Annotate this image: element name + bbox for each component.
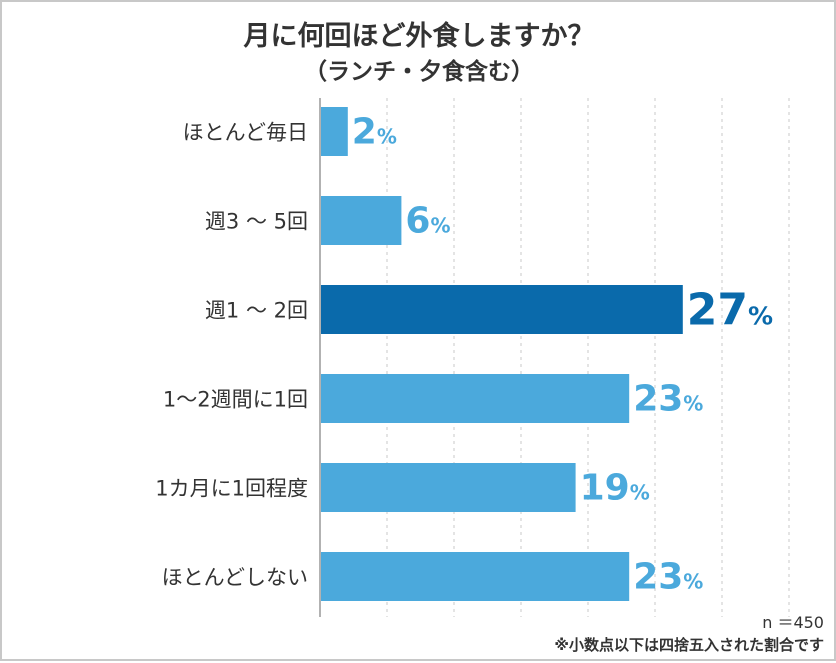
grid-lines	[386, 98, 790, 617]
bar	[321, 374, 630, 423]
chart-subtitle: （ランチ・夕食含む）	[304, 58, 534, 85]
value-labels: 2% 6% 27% 23% 19% 23%	[352, 112, 773, 598]
bars	[321, 107, 683, 601]
bar	[321, 552, 630, 601]
category-label: ほとんど毎日	[183, 121, 308, 145]
category-label: 1～2週間に1回	[163, 388, 308, 412]
category-label: ほとんどしない	[162, 566, 308, 590]
bar	[321, 107, 348, 156]
category-label: 週1 ～ 2回	[205, 299, 308, 323]
value-label: 6%	[405, 201, 450, 242]
category-label: 1カ月に1回程度	[155, 477, 308, 501]
bar	[321, 285, 683, 334]
rounding-note: ※小数点以下は四捨五入された割合です	[554, 636, 824, 654]
chart-title: 月に何回ほど外食しますか？	[243, 20, 595, 52]
value-label: 23%	[633, 557, 703, 598]
value-label: 23%	[633, 379, 703, 420]
bar	[321, 196, 402, 245]
value-label: 27%	[687, 285, 773, 336]
sample-size: n ＝450	[762, 613, 824, 632]
bar	[321, 463, 576, 512]
category-label: 週3 ～ 5回	[205, 210, 308, 234]
value-label: 19%	[580, 468, 650, 509]
value-label: 2%	[352, 112, 397, 153]
